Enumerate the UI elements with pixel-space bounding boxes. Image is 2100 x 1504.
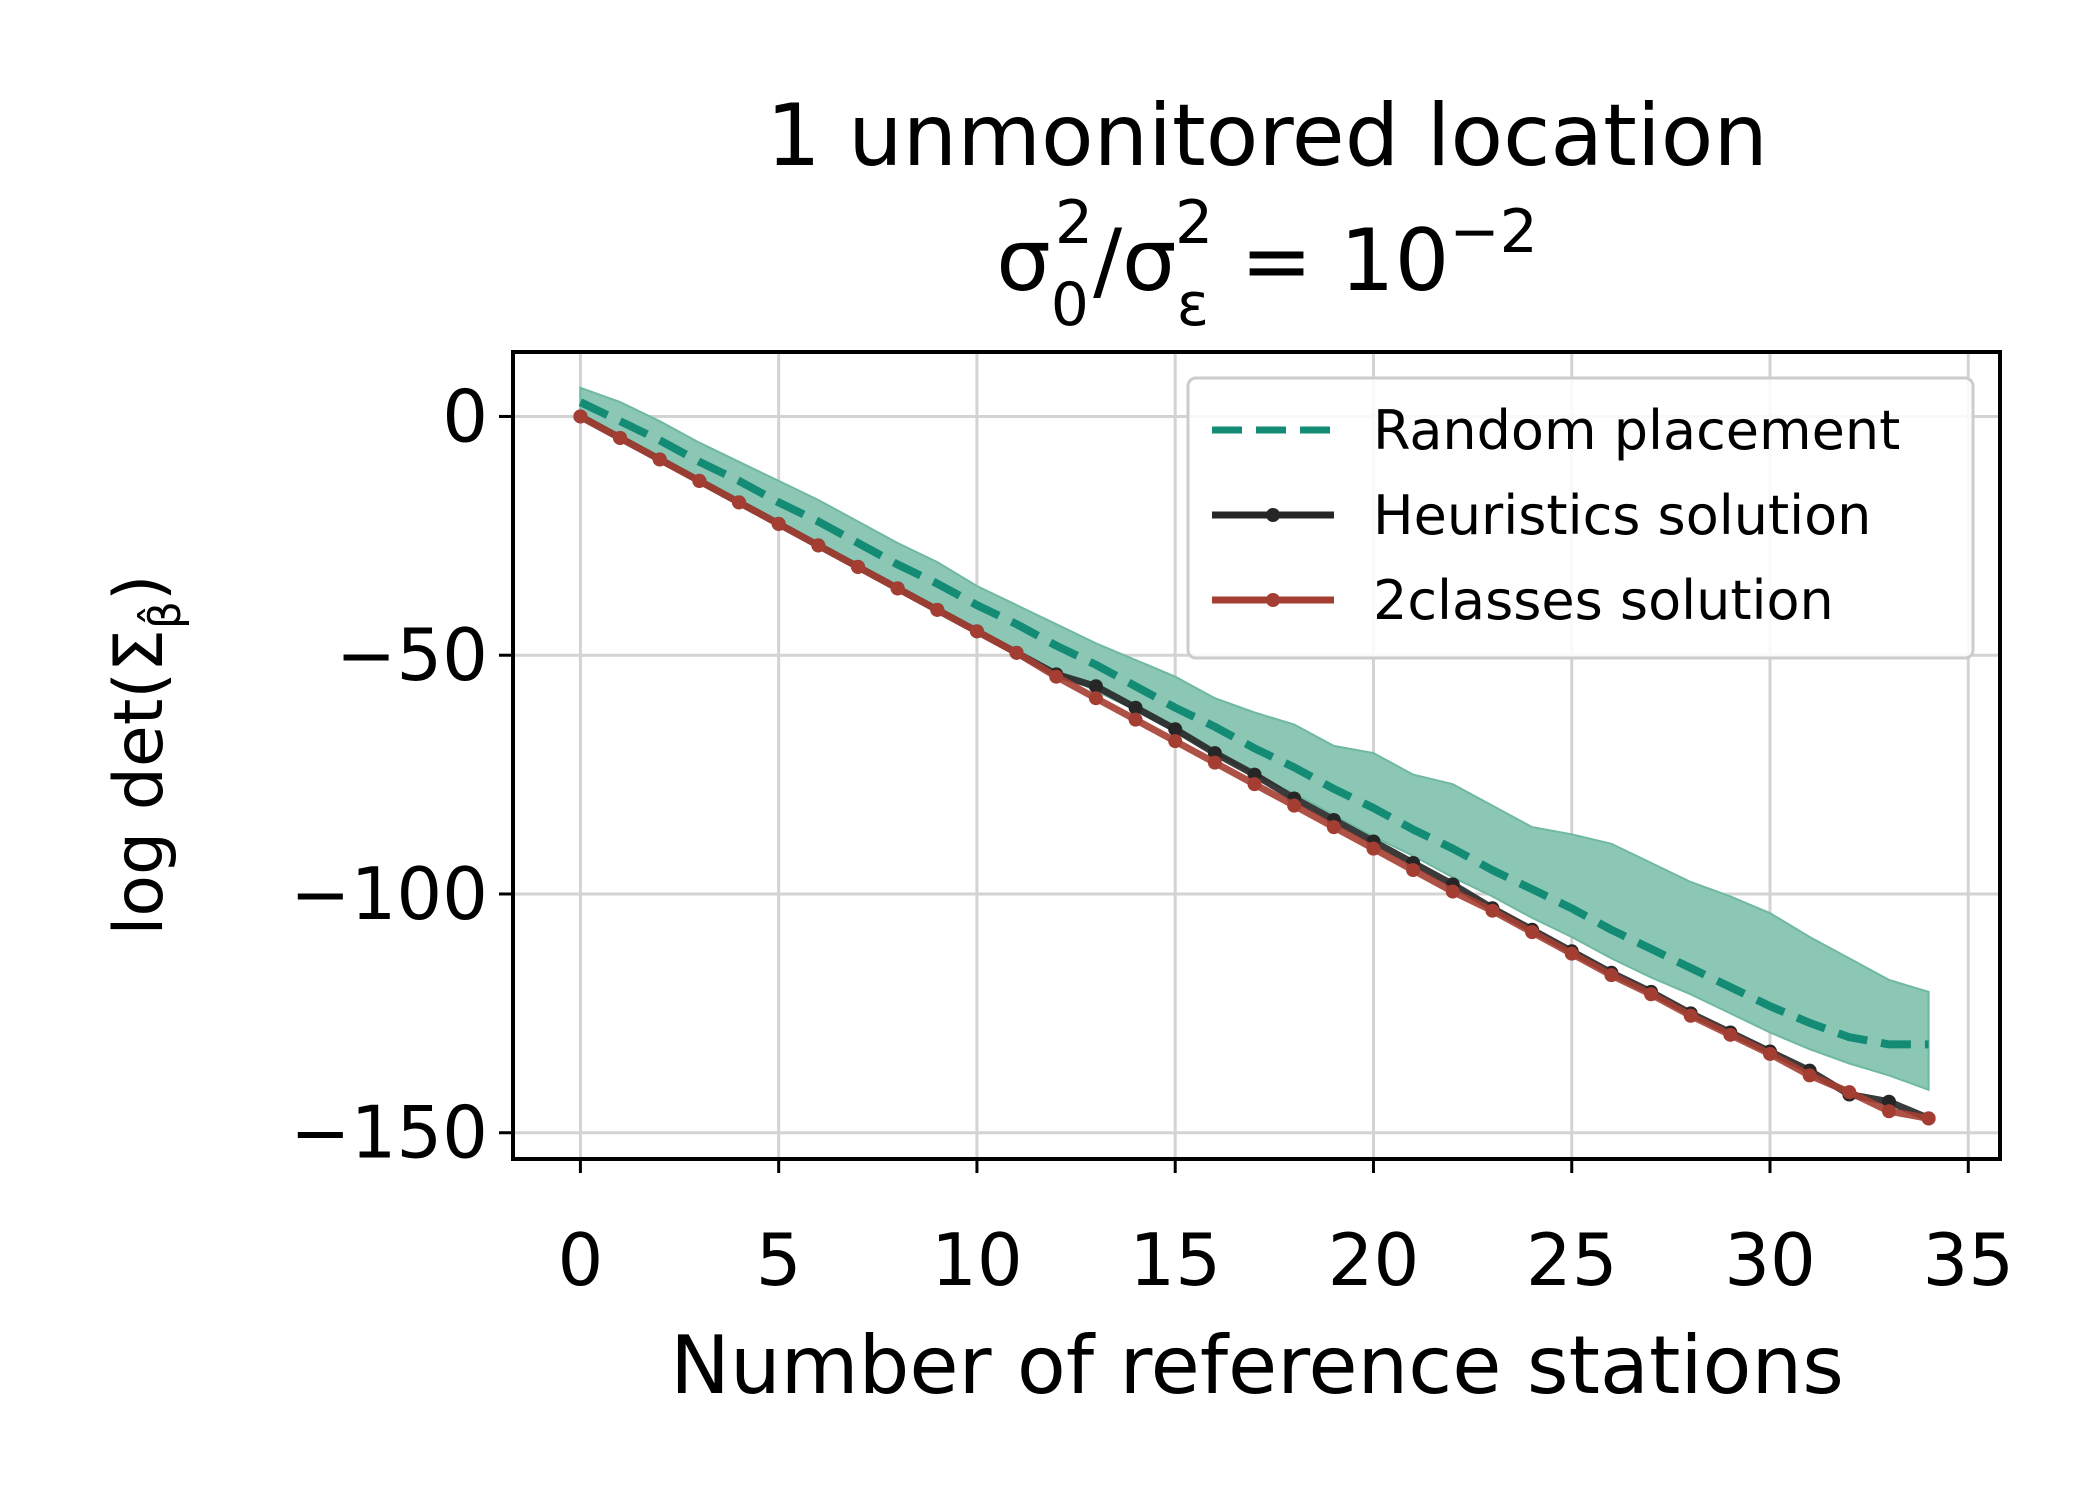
twoclasses-solution-point [1326,820,1341,835]
twoclasses-solution-point [1128,712,1143,727]
twoclasses-solution-point [850,559,865,574]
y-axis-label-prefix: log det(Σ [100,629,179,935]
plot-frame [511,350,2002,1161]
twoclasses-solution-point [1445,884,1460,899]
heuristics-solution-point [1128,700,1143,715]
legend-twoclasses-solution-label: 2classes solution [1373,569,1834,632]
x-tick-label: 0 [558,1218,604,1302]
series [573,398,1936,1126]
y-axis-ticks: 0 −50 −100 −150 [290,374,513,1175]
subtitle-equals: = 10 [1213,211,1449,311]
subtitle-sup-2a: 2 [1055,188,1093,258]
twoclasses-solution-point [1723,1027,1738,1042]
x-tick-label: 20 [1328,1218,1420,1302]
twoclasses-solution-point [613,430,628,445]
x-tick-label: 5 [756,1218,802,1302]
x-axis-ticks: 0 5 10 15 20 25 30 35 [558,1159,2014,1302]
twoclasses-solution-point [573,409,588,424]
legend-heuristics-solution-label: Heuristics solution [1373,484,1871,547]
twoclasses-solution-point [1802,1068,1817,1083]
y-tick-label: −50 [336,613,488,697]
twoclasses-solution-point [1168,734,1183,749]
x-axis-label: Number of reference stations [670,1319,1844,1412]
twoclasses-solution-point [1683,1008,1698,1023]
twoclasses-solution-point [930,602,945,617]
twoclasses-solution-point [732,495,747,510]
subtitle-sup-2b: 2 [1175,188,1213,258]
x-tick-label: 30 [1724,1218,1816,1302]
subtitle-sub-0: 0 [1051,270,1089,340]
twoclasses-solution-point [1207,755,1222,770]
subtitle-exponent: −2 [1449,197,1537,267]
y-tick-label: 0 [442,374,488,458]
twoclasses-solution-point [1287,798,1302,813]
legend-heuristics-solution-marker [1266,508,1280,522]
x-tick-label: 15 [1129,1218,1221,1302]
twoclasses-solution-point [1763,1046,1778,1061]
twoclasses-solution-point [1366,841,1381,856]
twoclasses-solution-point [1921,1111,1936,1126]
twoclasses-solution-point [1644,987,1659,1002]
chart-title: 1 unmonitored location [766,86,1768,186]
legend-random-placement-label: Random placement [1373,399,1900,462]
legend-box [1186,376,1975,660]
twoclasses-solution-point [1604,968,1619,983]
twoclasses-solution-point [1247,777,1262,792]
heuristics-solution-point [1088,679,1103,694]
twoclasses-solution-point [890,581,905,596]
twoclasses-solution-point [811,538,826,553]
twoclasses-solution-point [1009,645,1024,660]
chart-subtitle: σ0 2/σε 2 = 10−2 [996,188,1538,340]
subtitle-slash-sigma: /σ [1093,211,1176,311]
y-tick-label: −100 [290,852,488,936]
twoclasses-solution-point [1881,1104,1896,1119]
heuristics-solution-point [1168,722,1183,737]
x-tick-label: 25 [1526,1218,1618,1302]
twoclasses-solution-point [652,452,667,467]
legend: Random placement Heuristics solution 2clas… [1186,376,1975,660]
twoclasses-solution-point [1485,903,1500,918]
twoclasses-solution-point [1525,925,1540,940]
x-tick-label: 10 [931,1218,1023,1302]
twoclasses-solution-point [1564,946,1579,961]
twoclasses-solution-point [1088,691,1103,706]
twoclasses-solution-point [1049,669,1064,684]
random-placement-line [578,398,1929,1049]
twoclasses-solution-point [1842,1085,1857,1100]
legend-twoclasses-solution-marker [1266,593,1280,607]
y-axis-label-sub: β̂ [136,601,191,629]
twoclasses-solution-point [771,516,786,531]
twoclasses-solution-point [969,624,984,639]
twoclasses-solution-point [1406,863,1421,878]
twoclasses-solution-point [692,473,707,488]
subtitle-sub-eps: ε [1177,270,1209,340]
y-tick-label: −150 [290,1091,488,1175]
y-axis-label-suffix: ) [100,574,179,601]
x-tick-label: 35 [1922,1218,2014,1302]
subtitle-sigma: σ [996,211,1051,311]
y-axis-label: log det(Σβ̂) [100,574,191,935]
